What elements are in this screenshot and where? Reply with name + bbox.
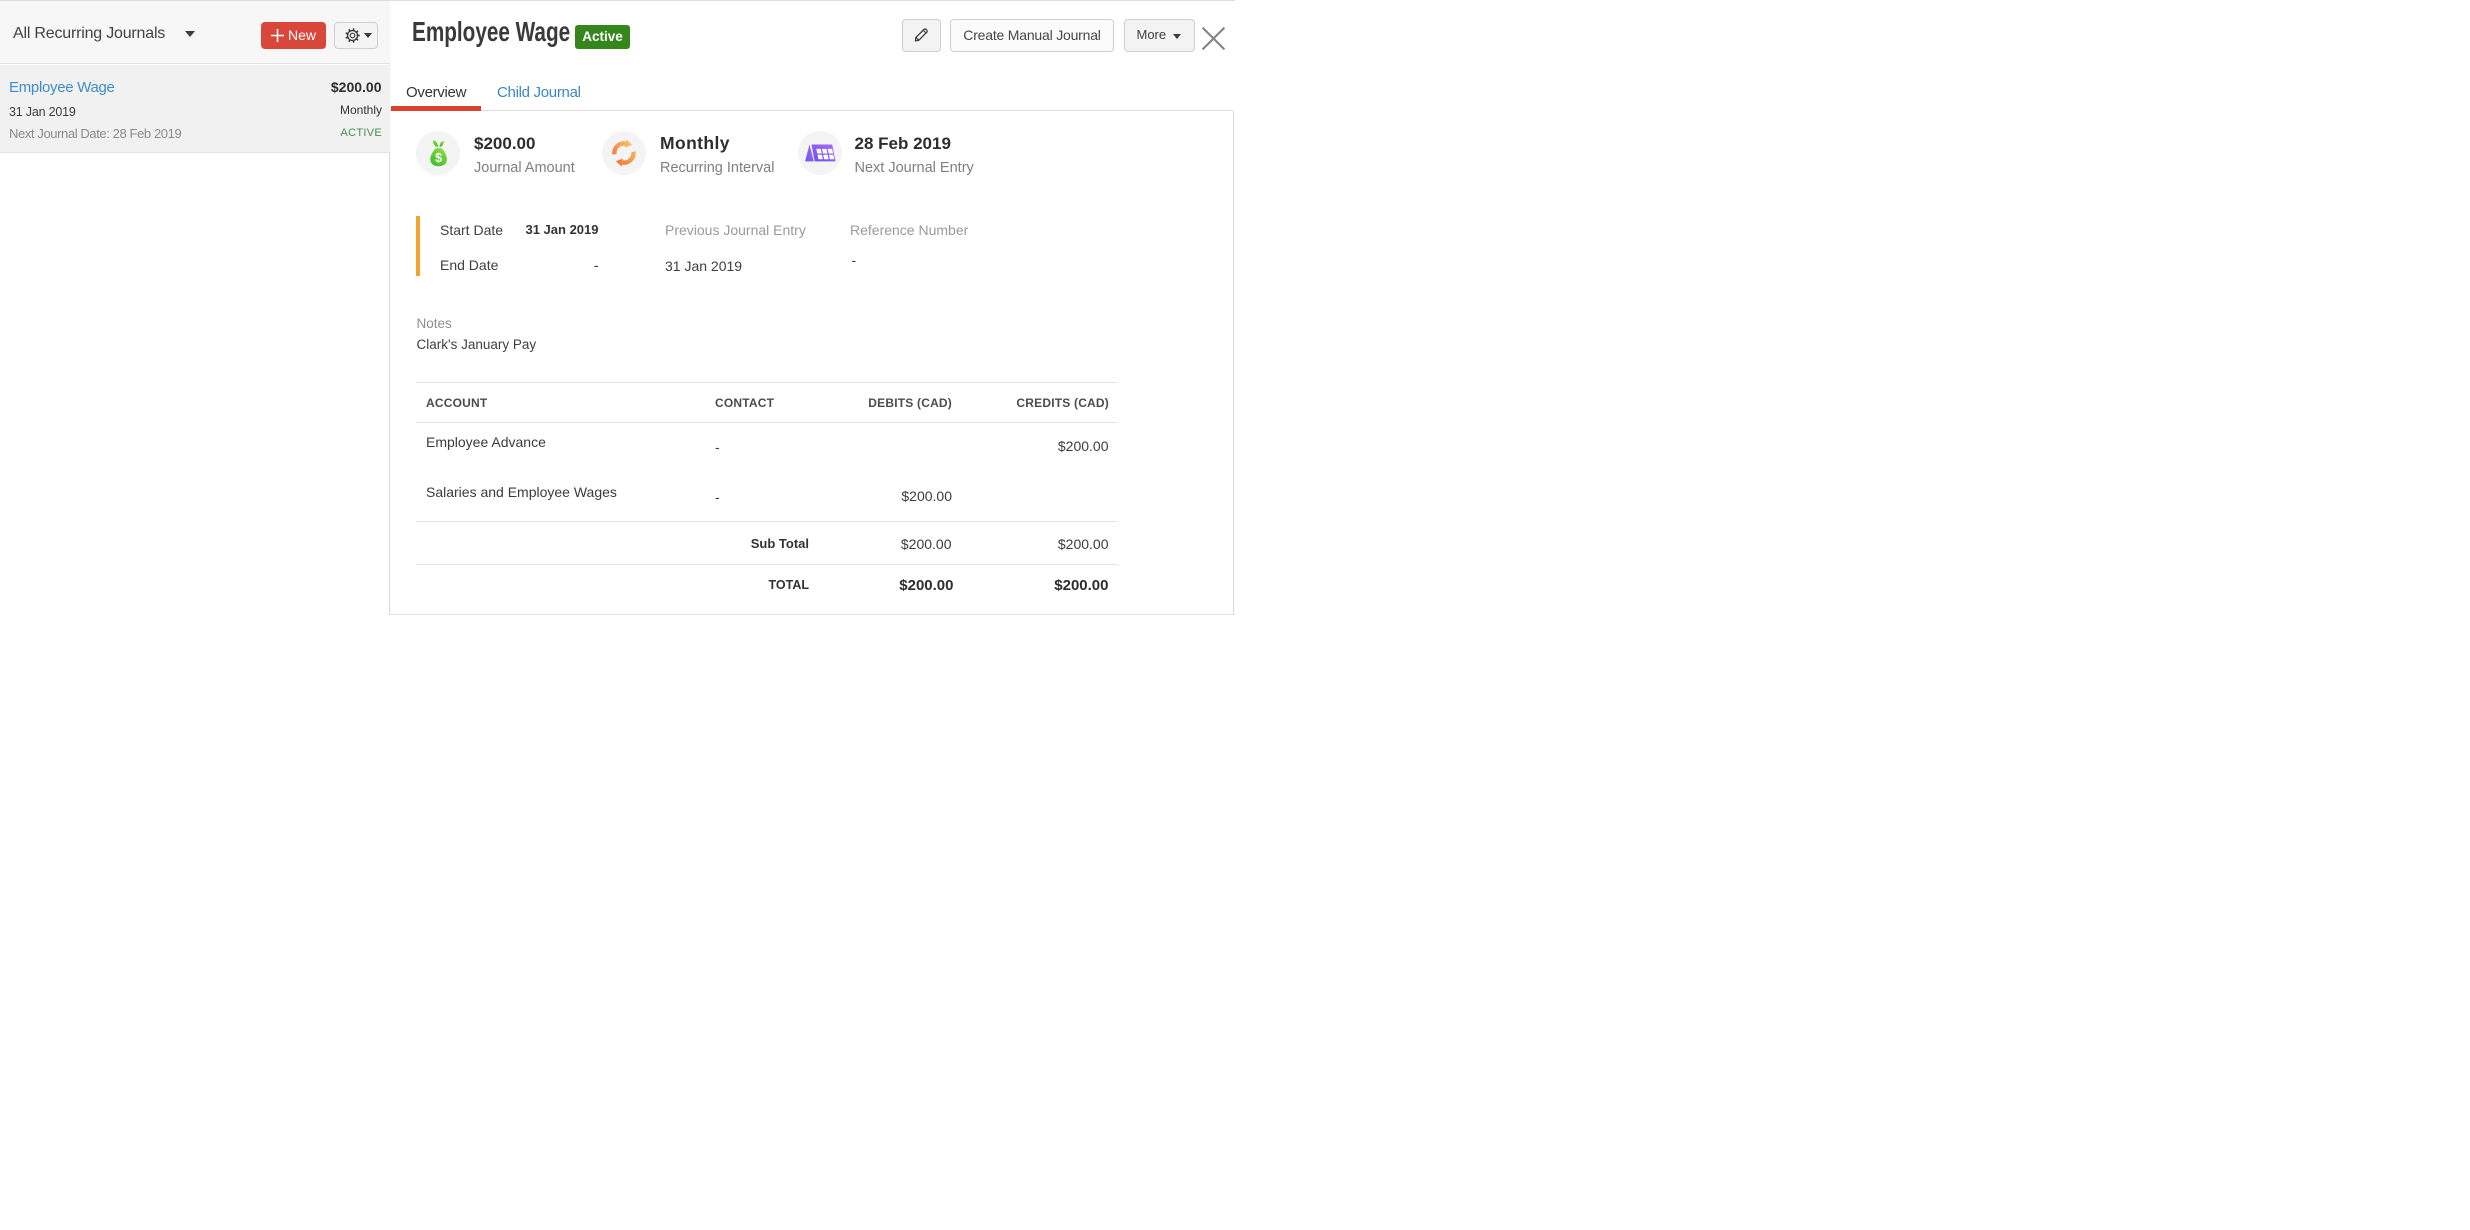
svg-text:$: $: [435, 151, 442, 165]
